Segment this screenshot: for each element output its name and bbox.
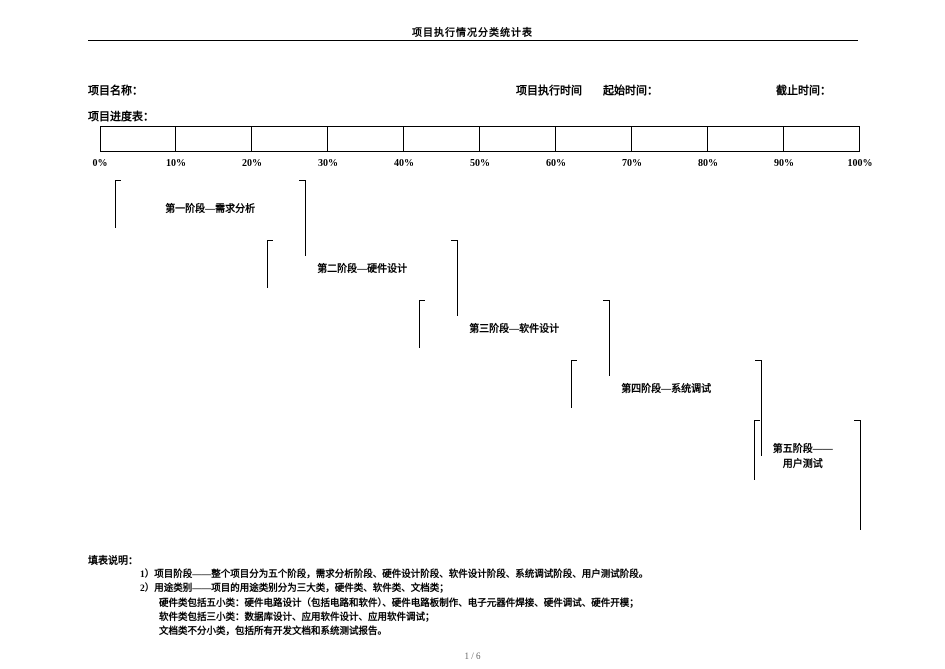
scale-cell (328, 126, 404, 152)
page-root: 项目执行情况分类统计表 项目名称： 项目执行时间 起始时间： 截止时间： 项目进… (0, 0, 945, 669)
bracket-tick (854, 420, 860, 421)
tick-label: 40% (394, 158, 414, 169)
scale-cell (404, 126, 480, 152)
scale-cell (708, 126, 784, 152)
bracket-tick (755, 360, 761, 361)
page-number: 1 / 6 (0, 651, 945, 661)
bracket-line (754, 420, 755, 480)
note-line: 硬件类包括五小类：硬件电路设计（包括电路和软件）、硬件电路板制作、电子元器件焊接… (140, 597, 648, 611)
scale-cell (100, 126, 176, 152)
bracket-tick (419, 300, 425, 301)
bracket-line (860, 420, 861, 530)
doc-title: 项目执行情况分类统计表 (0, 24, 945, 39)
scale-cell (556, 126, 632, 152)
exec-time-label: 项目执行时间 (516, 82, 582, 98)
bracket-tick (603, 300, 609, 301)
notes-title: 填表说明： (88, 552, 138, 567)
schedule-label: 项目进度表： (88, 108, 154, 124)
phase-label: 第二阶段—硬件设计 (317, 260, 407, 275)
bracket-tick (267, 240, 273, 241)
tick-label: 30% (318, 158, 338, 169)
gantt-chart: 第一阶段—需求分析第二阶段—硬件设计第三阶段—软件设计第四阶段—系统调试第五阶段… (100, 180, 870, 510)
bracket-tick (754, 420, 760, 421)
bracket-tick (299, 180, 305, 181)
progress-scale (100, 126, 860, 152)
title-rule (88, 40, 858, 41)
tick-label: 70% (622, 158, 642, 169)
scale-cell (480, 126, 556, 152)
end-time-label: 截止时间： (776, 82, 831, 98)
tick-label: 100% (848, 158, 873, 169)
tick-label: 80% (698, 158, 718, 169)
bracket-line (267, 240, 268, 288)
phase-label: 第一阶段—需求分析 (165, 200, 255, 215)
note-line: 2）用途类别——项目的用途类别分为三大类，硬件类、软件类、文档类； (140, 582, 648, 596)
field-row: 项目名称： 项目执行时间 起始时间： 截止时间： (88, 82, 858, 98)
tick-label: 90% (774, 158, 794, 169)
tick-label: 0% (93, 158, 108, 169)
tick-label: 10% (166, 158, 186, 169)
tick-label: 20% (242, 158, 262, 169)
bracket-tick (451, 240, 457, 241)
scale-cell (176, 126, 252, 152)
tick-label: 60% (546, 158, 566, 169)
scale-cell (632, 126, 708, 152)
bracket-line (115, 180, 116, 228)
phase-label: 第五阶段—— 用户测试 (773, 440, 833, 470)
start-time-label: 起始时间： (603, 82, 658, 98)
note-line: 文档类不分小类，包括所有开发文档和系统测试报告。 (140, 625, 648, 639)
bracket-line (571, 360, 572, 408)
bracket-line (419, 300, 420, 348)
bracket-tick (571, 360, 577, 361)
scale-cell (784, 126, 860, 152)
project-name-label: 项目名称： (88, 85, 143, 97)
scale-cell (252, 126, 328, 152)
gantt-phase: 第五阶段—— 用户测试 (100, 420, 870, 530)
notes-body: 1）项目阶段——整个项目分为五个阶段，需求分析阶段、硬件设计阶段、软件设计阶段、… (140, 568, 648, 639)
phase-label: 第三阶段—软件设计 (469, 320, 559, 335)
tick-label: 50% (470, 158, 490, 169)
note-line: 软件类包括三小类：数据库设计、应用软件设计、应用软件调试； (140, 611, 648, 625)
phase-label: 第四阶段—系统调试 (621, 380, 711, 395)
note-line: 1）项目阶段——整个项目分为五个阶段，需求分析阶段、硬件设计阶段、软件设计阶段、… (140, 568, 648, 582)
bracket-tick (115, 180, 121, 181)
